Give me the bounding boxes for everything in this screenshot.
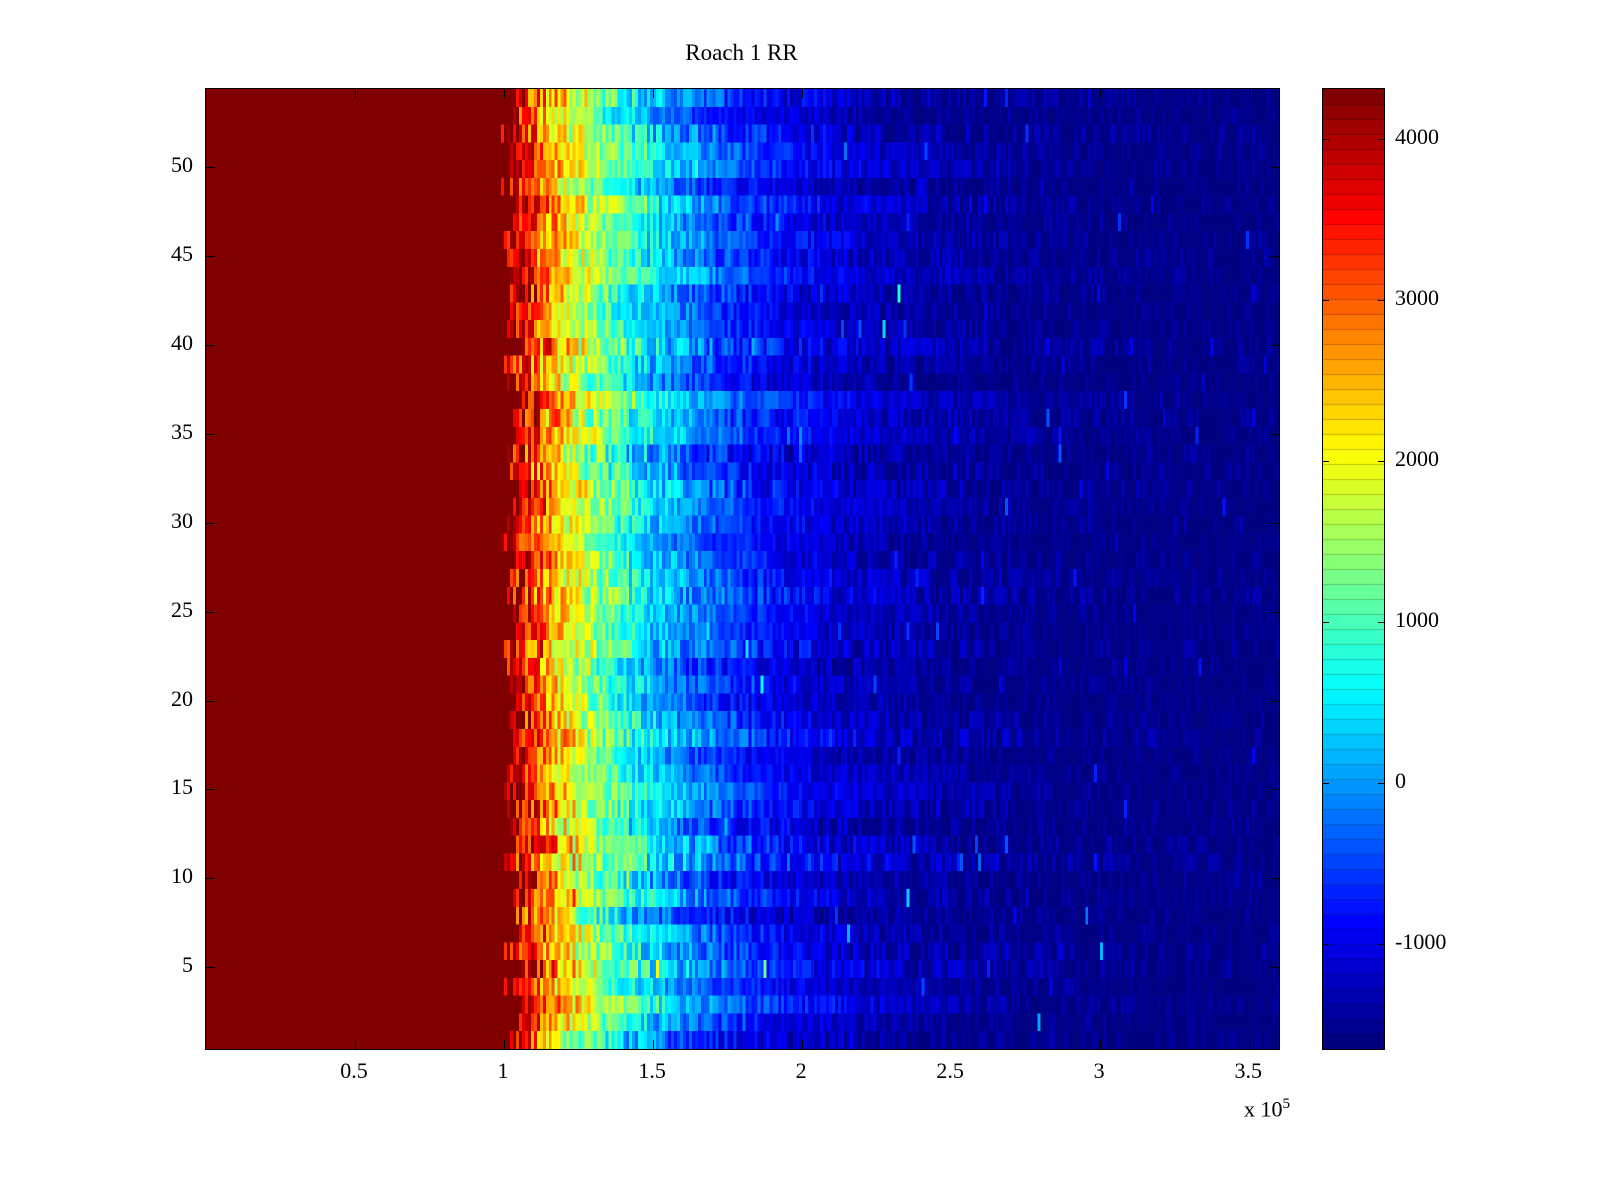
axis-tick-mark — [1100, 1040, 1101, 1049]
x-axis-multiplier: x 105 — [1180, 1096, 1290, 1122]
colorbar-tick-mark — [1378, 944, 1384, 945]
y-tick-label: 45 — [171, 241, 193, 267]
y-tick-label: 50 — [171, 152, 193, 178]
axis-tick-mark — [504, 89, 505, 98]
y-tick-label: 15 — [171, 774, 193, 800]
axis-tick-mark — [1270, 612, 1279, 613]
axis-tick-mark — [206, 878, 215, 879]
axis-tick-mark — [504, 1040, 505, 1049]
y-tick-label: 5 — [182, 952, 193, 978]
axis-tick-mark — [355, 89, 356, 98]
colorbar-tick-mark — [1323, 783, 1329, 784]
x-tick-label: 1.5 — [638, 1058, 666, 1083]
axis-tick-mark — [206, 434, 215, 435]
axis-tick-mark — [951, 89, 952, 98]
axis-tick-mark — [802, 1040, 803, 1049]
axis-tick-mark — [1270, 345, 1279, 346]
colorbar-tick-label: 4000 — [1395, 123, 1439, 149]
colorbar-tick-mark — [1378, 139, 1384, 140]
colorbar — [1322, 88, 1385, 1050]
colorbar-tick-label: -1000 — [1395, 929, 1447, 955]
y-tick-label: 20 — [171, 685, 193, 711]
y-tick-label: 10 — [171, 863, 193, 889]
plot-area — [205, 88, 1280, 1050]
x-tick-label: 2 — [795, 1058, 807, 1083]
axis-tick-mark — [206, 167, 215, 168]
colorbar-tick-label: 0 — [1395, 768, 1406, 794]
axis-tick-mark — [206, 345, 215, 346]
axis-tick-mark — [1270, 701, 1279, 702]
y-tick-label: 35 — [171, 418, 193, 444]
colorbar-tick-label: 3000 — [1395, 285, 1439, 310]
axis-tick-mark — [951, 1040, 952, 1049]
colorbar-canvas — [1323, 89, 1384, 1049]
colorbar-tick-mark — [1378, 783, 1384, 784]
colorbar-tick-mark — [1323, 300, 1329, 301]
axis-tick-mark — [206, 256, 215, 257]
axis-tick-mark — [1270, 434, 1279, 435]
axis-tick-mark — [355, 1040, 356, 1049]
axis-tick-mark — [206, 612, 215, 613]
colorbar-tick-mark — [1323, 622, 1329, 623]
axis-tick-mark — [653, 1040, 654, 1049]
heatmap-canvas — [206, 89, 1279, 1049]
y-tick-label: 40 — [171, 330, 193, 355]
axis-tick-mark — [802, 89, 803, 98]
colorbar-tick-mark — [1323, 139, 1329, 140]
x-tick-label: 1 — [497, 1058, 509, 1083]
y-tick-label: 30 — [171, 507, 193, 533]
x-tick-label: 3.5 — [1234, 1058, 1262, 1083]
axis-tick-mark — [206, 701, 215, 702]
chart-title: Roach 1 RR — [685, 40, 798, 65]
axis-tick-mark — [1249, 89, 1250, 98]
axis-tick-mark — [206, 523, 215, 524]
axis-tick-mark — [1270, 789, 1279, 790]
axis-tick-mark — [1270, 256, 1279, 257]
axis-tick-mark — [1270, 167, 1279, 168]
colorbar-tick-mark — [1378, 300, 1384, 301]
colorbar-tick-label: 1000 — [1395, 607, 1439, 633]
axis-tick-mark — [1270, 878, 1279, 879]
axis-tick-mark — [653, 89, 654, 98]
axis-tick-mark — [1249, 1040, 1250, 1049]
colorbar-tick-mark — [1378, 622, 1384, 623]
x-tick-label: 2.5 — [936, 1058, 964, 1083]
axis-tick-mark — [206, 789, 215, 790]
x-multiplier-base: x 10 — [1244, 1096, 1283, 1122]
colorbar-tick-mark — [1323, 944, 1329, 945]
x-tick-label: 3 — [1093, 1058, 1105, 1083]
y-tick-label: 25 — [171, 596, 193, 622]
axis-tick-mark — [1270, 967, 1279, 968]
axis-tick-mark — [206, 967, 215, 968]
axis-tick-mark — [1270, 523, 1279, 524]
colorbar-tick-label: 2000 — [1395, 446, 1439, 472]
x-tick-label: 0.5 — [340, 1058, 368, 1083]
colorbar-tick-mark — [1323, 461, 1329, 462]
colorbar-tick-mark — [1378, 461, 1384, 462]
x-multiplier-exponent: 5 — [1282, 1096, 1291, 1112]
axis-tick-mark — [1100, 89, 1101, 98]
